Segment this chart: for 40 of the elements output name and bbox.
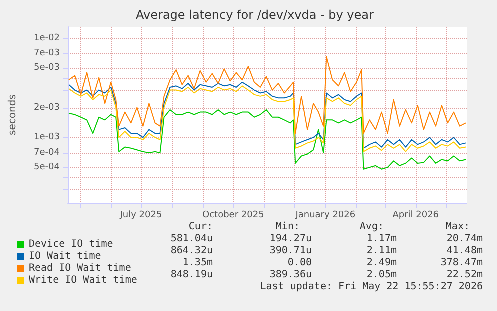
text: 1.17m bbox=[366, 234, 397, 244]
y-tick-label: 5e-04 bbox=[34, 162, 60, 173]
text: 390.71u bbox=[270, 246, 312, 256]
text: Avg: bbox=[360, 222, 384, 232]
y-axis-title: seconds bbox=[8, 94, 18, 136]
y-tick-label: 1e-02 bbox=[34, 33, 60, 44]
text: Cur: bbox=[188, 222, 213, 232]
text: 864.32u bbox=[170, 246, 213, 256]
text: 22.52m bbox=[446, 270, 483, 280]
y-tick-label: 7e-04 bbox=[34, 148, 60, 158]
x-tick-label: October 2025 bbox=[202, 210, 264, 220]
text: 1.35m bbox=[182, 258, 213, 268]
y-tick-label: 2e-03 bbox=[34, 102, 60, 113]
text: Min: bbox=[276, 222, 300, 232]
chart-title: Average latency for /dev/xvda - by year bbox=[136, 8, 374, 22]
text: Max: bbox=[446, 222, 470, 232]
line-series bbox=[68, 109, 466, 170]
y-tick-label: 7e-03 bbox=[34, 48, 60, 59]
legend-label: Read IO Wait time bbox=[29, 263, 132, 274]
x-tick-label: January 2026 bbox=[294, 210, 356, 220]
x-tick-label: July 2025 bbox=[119, 210, 162, 220]
text: 848.19u bbox=[170, 270, 213, 280]
text: 581.04u bbox=[170, 234, 213, 244]
x-tick-label: April 2026 bbox=[392, 210, 440, 220]
text: 378.47m bbox=[440, 258, 483, 268]
text: 2.49m bbox=[366, 258, 397, 268]
text: 2.11m bbox=[366, 246, 397, 256]
text: 389.36u bbox=[270, 270, 312, 280]
text: 2.05m bbox=[366, 270, 397, 280]
text: Last update: Fri May 22 15:55:27 2026 bbox=[260, 282, 483, 292]
y-tick-label: 5e-03 bbox=[34, 63, 60, 74]
text: 0.00 bbox=[288, 258, 312, 268]
text: 194.27u bbox=[270, 234, 312, 244]
y-tick-label: 1e-03 bbox=[34, 132, 60, 143]
line-series bbox=[68, 56, 466, 134]
legend-label: Device IO time bbox=[29, 239, 114, 250]
legend-label: IO Wait time bbox=[29, 251, 102, 262]
text: 41.48m bbox=[446, 246, 483, 256]
legend-label: Write IO Wait time bbox=[29, 275, 138, 286]
text: 20.74m bbox=[446, 234, 483, 244]
